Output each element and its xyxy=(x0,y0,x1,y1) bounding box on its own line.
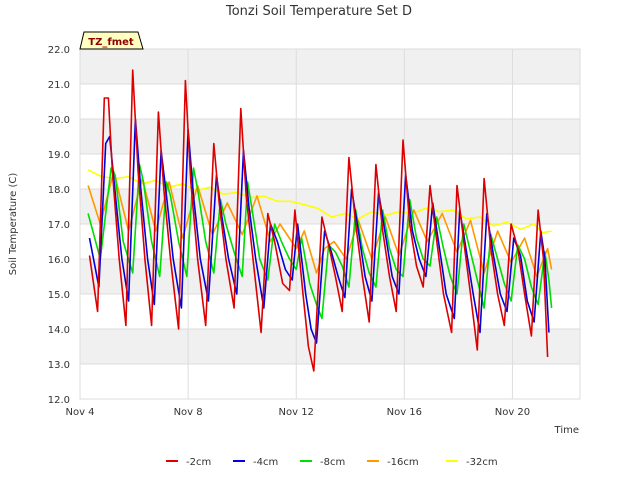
legend-item: -16cm xyxy=(367,457,419,468)
x-tick-label: Nov 8 xyxy=(174,407,203,418)
x-tick-label: Nov 12 xyxy=(279,407,314,418)
x-tick-label: Nov 16 xyxy=(387,407,422,418)
legend-label: -16cm xyxy=(387,457,419,468)
x-tick-labels: Nov 4 Nov 8 Nov 12 Nov 16 Nov 20 xyxy=(65,407,530,418)
badge-shape xyxy=(79,31,144,50)
y-tick-label: 13.0 xyxy=(48,360,70,371)
legend-label: -32cm xyxy=(466,457,498,468)
legend-label: -8cm xyxy=(320,457,345,468)
y-tick-label: 16.0 xyxy=(48,255,70,266)
chart-title: Tonzi Soil Temperature Set D xyxy=(225,4,412,19)
y-tick-labels: 12.0 13.0 14.0 15.0 16.0 17.0 18.0 19.0 20.0 21.0… xyxy=(48,45,70,406)
legend-item: -32cm xyxy=(446,457,498,468)
series-group xyxy=(87,69,553,372)
y-tick-label: 21.0 xyxy=(48,80,70,91)
y-tick-label: 22.0 xyxy=(48,45,70,56)
y-tick-label: 15.0 xyxy=(48,290,70,301)
series-line-minus-2cm xyxy=(88,69,549,372)
badge-label: TZ_fmet xyxy=(88,37,134,48)
y-axis-label: Soil Temperature (C) xyxy=(8,173,19,276)
y-tick-label: 14.0 xyxy=(48,325,70,336)
y-tick-label: 19.0 xyxy=(48,150,70,161)
x-tick-label: Nov 4 xyxy=(65,407,94,418)
x-tick-label: Nov 20 xyxy=(495,407,530,418)
legend: -2cm -4cm -8cm -16cm -32cm xyxy=(166,457,498,468)
x-axis-label: Time xyxy=(554,425,579,436)
legend-item: -8cm xyxy=(300,457,345,468)
plot-band xyxy=(80,329,580,364)
plot-band xyxy=(80,49,580,84)
y-tick-label: 20.0 xyxy=(48,115,70,126)
plot-band xyxy=(80,119,580,154)
series-line-minus-4cm xyxy=(88,118,550,344)
y-tick-label: 17.0 xyxy=(48,220,70,231)
y-tick-label: 18.0 xyxy=(48,185,70,196)
y-tick-label: 12.0 xyxy=(48,395,70,406)
legend-item: -4cm xyxy=(233,457,278,468)
legend-label: -4cm xyxy=(253,457,278,468)
legend-item: -2cm xyxy=(166,457,211,468)
legend-label: -2cm xyxy=(186,457,211,468)
plot-frame xyxy=(79,48,581,400)
plot-bands xyxy=(80,49,580,364)
tz-fmet-badge: TZ_fmet xyxy=(79,31,144,50)
